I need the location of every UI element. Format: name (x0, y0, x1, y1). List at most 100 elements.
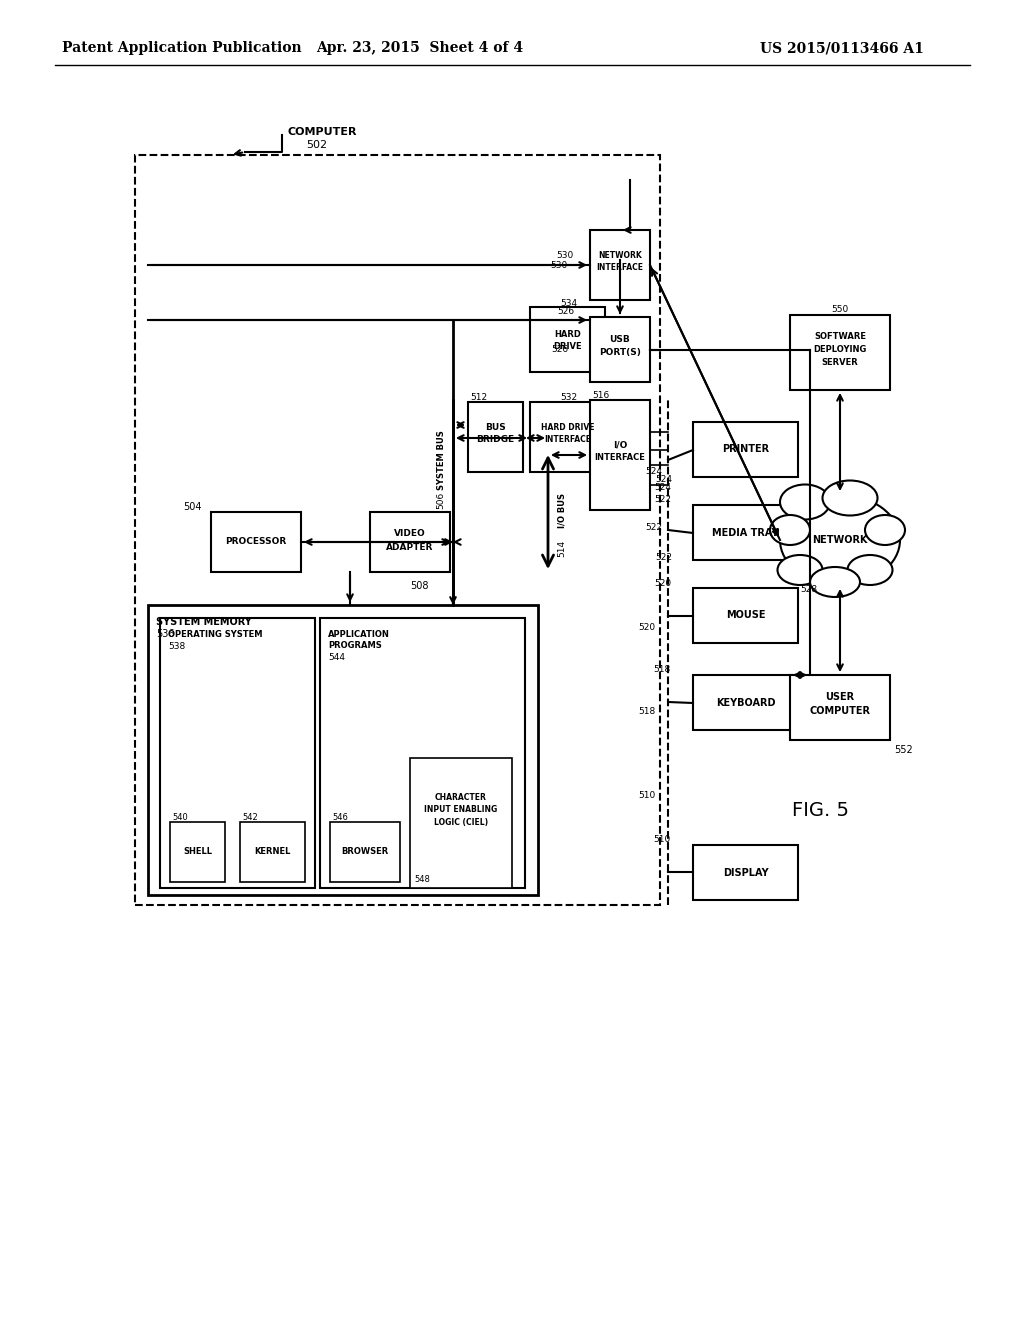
Bar (160, 618, 315, 888)
Text: 534: 534 (560, 298, 578, 308)
Text: 522: 522 (655, 553, 672, 562)
Bar (170, 822, 225, 882)
Text: SHELL: SHELL (183, 847, 212, 857)
Text: 514: 514 (557, 540, 566, 557)
Bar (240, 822, 305, 882)
Ellipse shape (865, 515, 905, 545)
Bar (135, 154, 660, 906)
Text: INTERFACE: INTERFACE (544, 434, 591, 444)
Text: 522: 522 (645, 524, 662, 532)
Text: NETWORK: NETWORK (812, 535, 867, 545)
Text: 512: 512 (470, 393, 487, 403)
Text: 544: 544 (328, 653, 345, 663)
Text: COMPUTER: COMPUTER (287, 127, 356, 137)
Bar (790, 315, 890, 389)
Text: USB: USB (609, 335, 631, 345)
Bar (790, 675, 890, 741)
Text: US 2015/0113466 A1: US 2015/0113466 A1 (760, 41, 924, 55)
Bar (148, 605, 538, 895)
Ellipse shape (780, 484, 830, 520)
Text: PROGRAMS: PROGRAMS (328, 642, 382, 649)
Text: ADAPTER: ADAPTER (386, 543, 434, 552)
Text: 520: 520 (654, 578, 671, 587)
Text: 536: 536 (156, 630, 174, 639)
Bar (410, 758, 512, 888)
Text: 504: 504 (183, 502, 202, 512)
Bar (693, 845, 798, 900)
Text: DRIVE: DRIVE (553, 342, 582, 351)
Text: PORT(S): PORT(S) (599, 348, 641, 356)
Text: SOFTWARE: SOFTWARE (814, 333, 866, 341)
Ellipse shape (770, 515, 810, 545)
Text: APPLICATION: APPLICATION (328, 630, 390, 639)
Bar (330, 822, 400, 882)
Text: 502: 502 (306, 140, 327, 150)
Text: 548: 548 (414, 875, 430, 884)
Text: VIDEO: VIDEO (394, 529, 426, 539)
Ellipse shape (780, 495, 900, 585)
Bar (590, 400, 650, 510)
Bar (530, 308, 605, 372)
Bar (211, 512, 301, 572)
Bar (468, 403, 523, 473)
Text: 530: 530 (551, 260, 568, 269)
Text: DISPLAY: DISPLAY (723, 867, 768, 878)
Text: CHARACTER: CHARACTER (435, 793, 487, 803)
Text: COMPUTER: COMPUTER (810, 706, 870, 717)
Bar (319, 618, 525, 888)
Text: 524: 524 (645, 467, 662, 477)
Text: 506: 506 (436, 491, 445, 508)
Ellipse shape (848, 554, 893, 585)
Text: PROCESSOR: PROCESSOR (225, 537, 287, 546)
Text: DEPLOYING: DEPLOYING (813, 345, 866, 354)
Text: 518: 518 (653, 665, 671, 675)
Text: 508: 508 (410, 581, 428, 591)
Text: HARD: HARD (554, 330, 581, 339)
Ellipse shape (777, 554, 822, 585)
Text: 542: 542 (242, 813, 258, 822)
Text: LOGIC (CIEL): LOGIC (CIEL) (434, 817, 488, 826)
Bar (590, 230, 650, 300)
Text: BROWSER: BROWSER (341, 847, 389, 857)
Bar (693, 587, 798, 643)
Text: I/O BUS: I/O BUS (557, 492, 566, 528)
Text: BRIDGE: BRIDGE (476, 436, 515, 445)
Text: INPUT ENABLING: INPUT ENABLING (424, 805, 498, 814)
Text: 530: 530 (557, 251, 574, 260)
Text: 520: 520 (638, 623, 655, 631)
Text: 524: 524 (655, 475, 672, 484)
Text: MEDIA TRAY: MEDIA TRAY (713, 528, 778, 537)
Ellipse shape (822, 480, 878, 516)
Text: INTERFACE: INTERFACE (597, 264, 643, 272)
Text: SERVER: SERVER (821, 358, 858, 367)
Text: USER: USER (825, 693, 855, 702)
Text: 552: 552 (894, 744, 912, 755)
Text: Patent Application Publication: Patent Application Publication (62, 41, 302, 55)
Text: 510: 510 (638, 791, 655, 800)
Text: BUS: BUS (485, 422, 506, 432)
Text: Apr. 23, 2015  Sheet 4 of 4: Apr. 23, 2015 Sheet 4 of 4 (316, 41, 523, 55)
Text: 528: 528 (800, 586, 817, 594)
Text: 546: 546 (332, 813, 348, 822)
Text: SYSTEM BUS: SYSTEM BUS (436, 430, 445, 490)
Bar (530, 403, 605, 473)
Text: 538: 538 (168, 642, 185, 651)
Text: 516: 516 (592, 392, 609, 400)
Text: 526: 526 (551, 345, 568, 354)
Text: KERNEL: KERNEL (254, 847, 291, 857)
Text: 524: 524 (654, 483, 671, 492)
Text: PRINTER: PRINTER (722, 445, 769, 454)
Text: INTERFACE: INTERFACE (595, 454, 645, 462)
Text: 540: 540 (172, 813, 187, 822)
Bar (590, 317, 650, 381)
Text: NETWORK: NETWORK (598, 251, 642, 260)
Text: FIG. 5: FIG. 5 (792, 800, 849, 820)
Text: 532: 532 (560, 393, 578, 403)
Text: 550: 550 (831, 305, 849, 314)
Bar (370, 512, 450, 572)
Text: I/O: I/O (612, 441, 627, 450)
Text: HARD DRIVE: HARD DRIVE (541, 422, 594, 432)
Text: 510: 510 (653, 836, 671, 845)
Text: 522: 522 (654, 495, 671, 504)
Text: MOUSE: MOUSE (726, 610, 765, 620)
